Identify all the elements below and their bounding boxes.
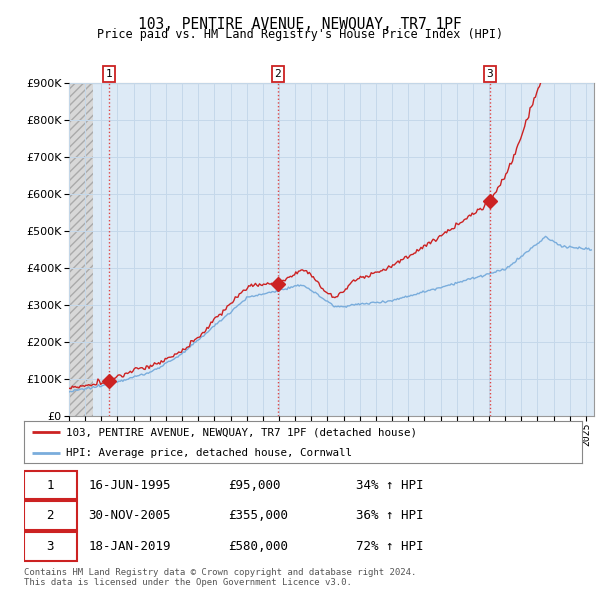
Text: 16-JUN-1995: 16-JUN-1995 bbox=[88, 478, 170, 491]
Text: 34% ↑ HPI: 34% ↑ HPI bbox=[356, 478, 424, 491]
Text: 2: 2 bbox=[274, 69, 281, 79]
Text: 1: 1 bbox=[106, 69, 112, 79]
FancyBboxPatch shape bbox=[24, 471, 77, 499]
FancyBboxPatch shape bbox=[24, 532, 77, 560]
Text: 3: 3 bbox=[487, 69, 493, 79]
Text: 3: 3 bbox=[46, 540, 54, 553]
Text: £95,000: £95,000 bbox=[227, 478, 280, 491]
Text: 18-JAN-2019: 18-JAN-2019 bbox=[88, 540, 170, 553]
Text: £355,000: £355,000 bbox=[227, 509, 287, 522]
Text: 72% ↑ HPI: 72% ↑ HPI bbox=[356, 540, 424, 553]
Text: £580,000: £580,000 bbox=[227, 540, 287, 553]
Bar bbox=[69, 83, 93, 416]
Text: 1: 1 bbox=[46, 478, 54, 491]
Text: Contains HM Land Registry data © Crown copyright and database right 2024.
This d: Contains HM Land Registry data © Crown c… bbox=[24, 568, 416, 587]
Text: Price paid vs. HM Land Registry's House Price Index (HPI): Price paid vs. HM Land Registry's House … bbox=[97, 28, 503, 41]
Text: 2: 2 bbox=[46, 509, 54, 522]
Text: 36% ↑ HPI: 36% ↑ HPI bbox=[356, 509, 424, 522]
FancyBboxPatch shape bbox=[24, 502, 77, 530]
Text: 30-NOV-2005: 30-NOV-2005 bbox=[88, 509, 170, 522]
Text: 103, PENTIRE AVENUE, NEWQUAY, TR7 1PF: 103, PENTIRE AVENUE, NEWQUAY, TR7 1PF bbox=[138, 17, 462, 31]
Text: 103, PENTIRE AVENUE, NEWQUAY, TR7 1PF (detached house): 103, PENTIRE AVENUE, NEWQUAY, TR7 1PF (d… bbox=[66, 427, 417, 437]
Text: HPI: Average price, detached house, Cornwall: HPI: Average price, detached house, Corn… bbox=[66, 448, 352, 457]
